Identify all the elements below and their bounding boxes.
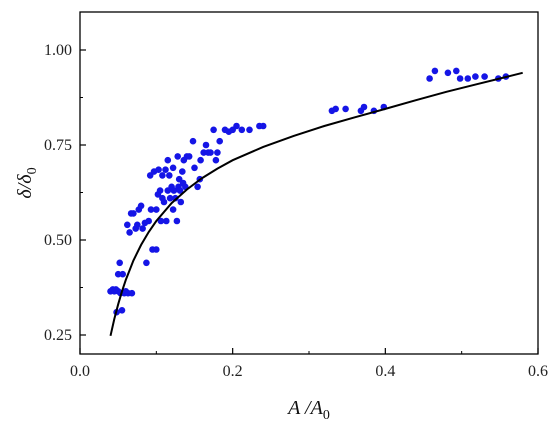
data-point <box>157 217 165 225</box>
data-point <box>155 166 162 173</box>
data-point <box>342 105 349 113</box>
data-point <box>172 194 179 202</box>
data-point <box>210 126 217 134</box>
x-tick-label: 0.4 <box>375 363 395 380</box>
y-axis-ticks <box>80 49 86 336</box>
data-point <box>173 217 181 225</box>
data-point <box>202 141 210 149</box>
x-axis-ticks <box>79 348 539 354</box>
data-point <box>197 156 204 164</box>
x-tick-label: 0.0 <box>70 363 90 380</box>
data-point <box>128 289 136 297</box>
data-point <box>360 103 368 111</box>
data-point <box>166 194 174 202</box>
data-point <box>207 149 214 156</box>
data-point <box>191 164 198 172</box>
plot-area: 0.25 0.50 0.75 1.00 0.0 0.2 0.4 0.6 <box>44 11 548 380</box>
y-tick-label: 0.25 <box>44 327 72 344</box>
data-point <box>481 73 488 80</box>
data-point <box>130 210 137 217</box>
data-point <box>216 137 223 145</box>
plot-frame <box>79 11 539 355</box>
data-point <box>174 153 181 160</box>
y-tick-label: 0.50 <box>44 232 72 249</box>
y-axis-label-main: δ/δ <box>14 174 36 199</box>
data-point <box>177 198 185 206</box>
y-axis-tick-labels: 0.25 0.50 0.75 1.00 <box>44 42 72 344</box>
data-point <box>139 225 146 232</box>
data-point <box>259 122 267 130</box>
data-point <box>212 156 220 164</box>
data-point <box>118 307 126 314</box>
x-tick-label: 0.6 <box>528 363 548 380</box>
data-point <box>134 221 141 229</box>
x-tick-label: 0.2 <box>223 363 243 380</box>
data-point <box>185 153 193 160</box>
x-axis-label-main: A /A <box>286 397 323 419</box>
data-point <box>176 187 184 194</box>
data-point <box>147 206 155 213</box>
data-point <box>143 259 150 267</box>
data-point <box>444 69 452 77</box>
data-point <box>233 122 240 130</box>
data-point <box>214 149 221 156</box>
data-point <box>145 217 152 225</box>
data-point <box>464 75 472 82</box>
data-point <box>124 221 131 229</box>
data-point <box>332 105 340 113</box>
data-point <box>162 166 169 173</box>
data-point <box>116 259 123 267</box>
data-point <box>169 206 177 213</box>
data-point <box>164 156 172 164</box>
data-point <box>472 73 479 80</box>
data-point <box>170 187 178 194</box>
data-point <box>153 206 160 213</box>
y-tick-label: 1.00 <box>44 42 72 59</box>
x-axis-label-sub: 0 <box>323 408 330 423</box>
data-point <box>431 67 439 75</box>
data-point <box>453 67 460 75</box>
data-point <box>137 202 145 210</box>
data-point <box>456 75 464 82</box>
x-axis-label: A /A0 <box>286 397 330 423</box>
y-tick-label: 0.75 <box>44 137 72 154</box>
data-point <box>119 270 126 278</box>
data-point <box>169 164 177 172</box>
data-point <box>426 75 433 82</box>
data-point <box>163 217 170 225</box>
data-point <box>156 187 164 194</box>
data-point <box>179 168 186 175</box>
y-axis-label: δ/δ0 <box>14 167 40 198</box>
x-axis-tick-labels: 0.0 0.2 0.4 0.6 <box>70 363 548 380</box>
data-point <box>166 172 173 179</box>
y-axis-label-sub: 0 <box>25 167 40 174</box>
data-point <box>153 246 160 253</box>
data-point <box>238 126 246 134</box>
scatter-points <box>107 67 510 316</box>
data-point <box>159 172 166 179</box>
data-point <box>189 137 197 145</box>
data-point <box>246 126 253 134</box>
data-point <box>194 183 201 191</box>
data-point <box>126 229 133 236</box>
fit-curve <box>109 71 523 337</box>
data-point <box>160 198 168 206</box>
